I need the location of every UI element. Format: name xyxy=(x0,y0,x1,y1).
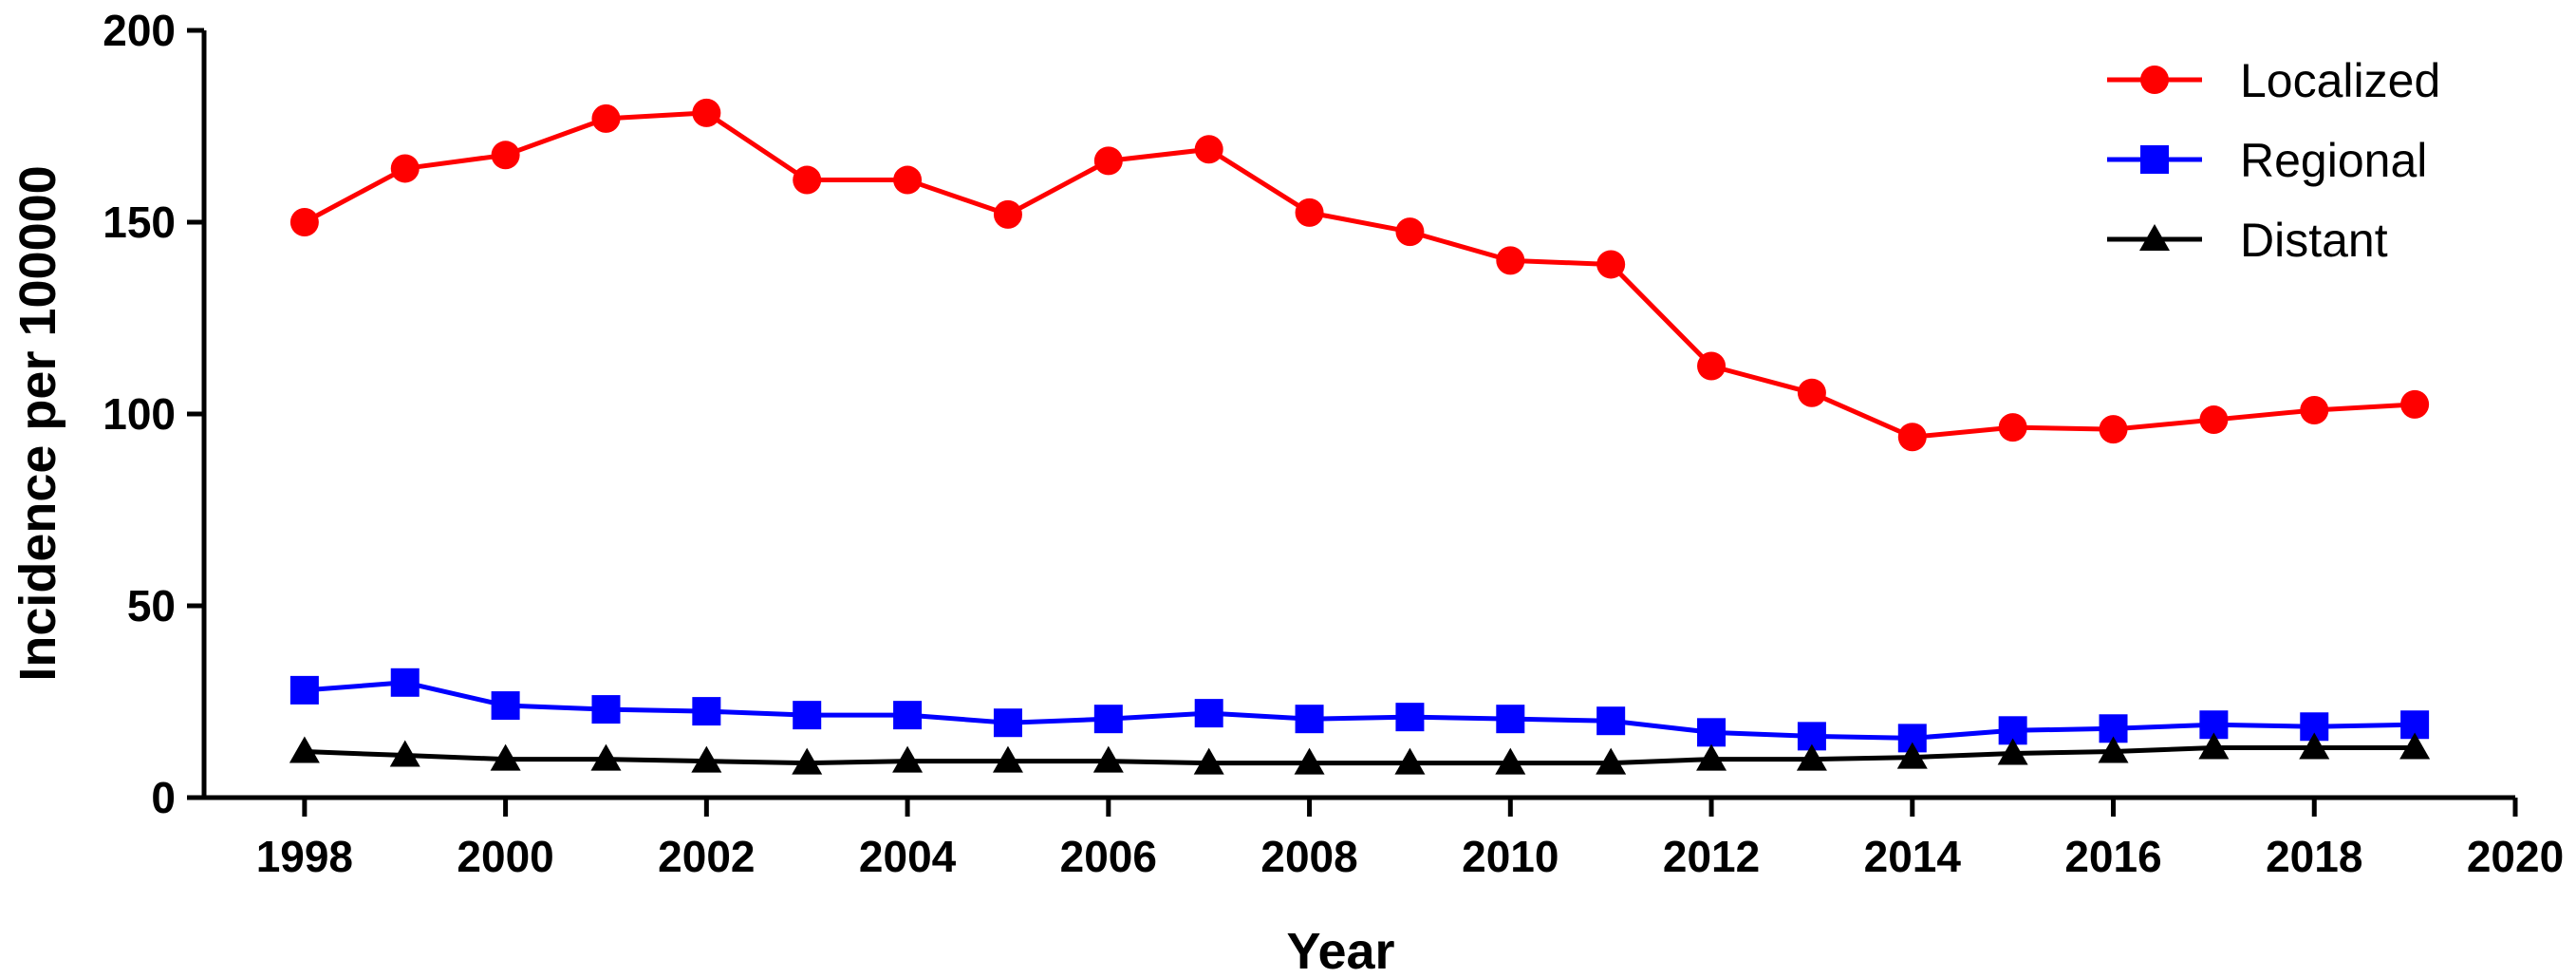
x-axis-title: Year xyxy=(1286,923,1394,978)
data-point-regional xyxy=(1093,705,1123,734)
y-tick-label: 150 xyxy=(103,197,176,247)
data-point-localized xyxy=(793,165,822,195)
data-point-localized xyxy=(2099,415,2128,444)
data-point-localized xyxy=(1295,197,1324,227)
x-tick-label: 2014 xyxy=(1864,832,1962,881)
data-point-distant xyxy=(590,743,622,771)
data-point-distant xyxy=(1896,742,1928,769)
data-point-distant xyxy=(389,740,420,767)
legend-marker xyxy=(2140,66,2169,94)
legend-item-distant: Distant xyxy=(2107,214,2388,267)
data-point-localized xyxy=(2400,389,2430,419)
series-layer xyxy=(289,98,2431,775)
data-point-distant xyxy=(1796,743,1827,771)
legend-label: Localized xyxy=(2240,54,2440,107)
x-tick-label: 2016 xyxy=(2064,832,2161,881)
series-line-distant xyxy=(304,744,2416,766)
x-axis-ticks: 1998 2000 2002 2004 2006 2008 2010 2012 2014 2016… xyxy=(256,798,2564,881)
data-point-localized xyxy=(1496,246,1525,275)
data-point-regional xyxy=(1194,699,1223,728)
data-point-distant xyxy=(289,736,320,763)
y-axis-title: Incidence per 100000 xyxy=(9,165,66,681)
data-point-distant xyxy=(2299,732,2330,760)
legend-item-localized: Localized xyxy=(2107,54,2440,107)
data-point-distant xyxy=(1696,743,1727,771)
data-point-localized xyxy=(1395,217,1425,247)
data-point-distant xyxy=(1997,738,2028,765)
data-point-localized xyxy=(491,141,520,170)
x-tick-label: 2006 xyxy=(1060,832,1157,881)
data-point-regional xyxy=(1295,705,1324,734)
x-tick-label: 2000 xyxy=(457,832,553,881)
x-tick-label: 2008 xyxy=(1260,832,1357,881)
series-regional xyxy=(289,668,2430,753)
data-point-regional xyxy=(289,675,319,705)
x-tick-label: 2012 xyxy=(1663,832,1760,881)
data-point-regional xyxy=(1496,705,1525,734)
data-point-localized xyxy=(1697,351,1727,381)
legend-label: Distant xyxy=(2240,214,2388,267)
data-point-regional xyxy=(390,668,420,697)
y-tick-label: 50 xyxy=(127,581,176,630)
data-point-distant xyxy=(2198,732,2230,760)
series-line-regional xyxy=(304,680,2416,741)
data-point-localized xyxy=(1194,135,1223,164)
data-point-localized xyxy=(2300,395,2329,424)
data-point-localized xyxy=(1596,250,1626,279)
legend: Localized Regional Distant xyxy=(2107,54,2440,267)
data-point-localized xyxy=(390,154,420,183)
data-point-distant xyxy=(992,745,1023,773)
data-point-distant xyxy=(1394,747,1426,775)
data-point-distant xyxy=(792,747,823,775)
x-tick-label: 2002 xyxy=(658,832,755,881)
data-point-localized xyxy=(993,199,1022,229)
x-tick-label: 1998 xyxy=(256,832,353,881)
legend-marker xyxy=(2139,224,2170,251)
data-point-localized xyxy=(2199,405,2229,435)
data-point-distant xyxy=(490,743,521,771)
data-point-regional xyxy=(793,701,822,730)
y-axis-ticks: 0 50 100 150 200 xyxy=(103,6,204,822)
data-point-regional xyxy=(993,708,1022,738)
data-point-regional xyxy=(591,695,621,724)
data-point-distant xyxy=(1193,747,1224,775)
data-point-regional xyxy=(692,697,721,726)
legend-item-regional: Regional xyxy=(2107,134,2427,187)
data-point-localized xyxy=(1897,423,1927,452)
data-point-distant xyxy=(1596,747,1627,775)
data-point-regional xyxy=(1697,718,1727,747)
data-point-regional xyxy=(1596,706,1626,736)
legend-marker xyxy=(2140,145,2169,174)
series-line-localized xyxy=(303,110,2416,440)
y-tick-label: 100 xyxy=(103,389,176,439)
data-point-distant xyxy=(691,745,722,773)
data-point-localized xyxy=(1998,413,2027,442)
data-point-localized xyxy=(591,103,621,133)
data-point-distant xyxy=(2399,732,2431,760)
data-point-distant xyxy=(892,745,924,773)
y-tick-label: 200 xyxy=(103,6,176,55)
x-tick-label: 2018 xyxy=(2266,832,2362,881)
data-point-distant xyxy=(1294,747,1325,775)
data-point-regional xyxy=(1395,703,1425,732)
data-point-distant xyxy=(1495,747,1526,775)
data-point-localized xyxy=(1093,146,1123,176)
data-point-localized xyxy=(1797,378,1826,407)
x-tick-label: 2020 xyxy=(2467,832,2564,881)
data-point-distant xyxy=(2098,736,2129,763)
y-tick-label: 0 xyxy=(151,773,176,822)
data-point-localized xyxy=(289,208,319,236)
data-point-regional xyxy=(491,691,520,721)
data-point-localized xyxy=(692,98,721,127)
data-point-localized xyxy=(893,165,923,195)
data-point-distant xyxy=(1092,745,1124,773)
x-tick-label: 2004 xyxy=(859,832,957,881)
series-localized xyxy=(289,98,2430,452)
legend-label: Regional xyxy=(2240,134,2427,187)
series-distant xyxy=(289,732,2431,775)
data-point-regional xyxy=(893,701,923,730)
x-tick-label: 2010 xyxy=(1462,832,1559,881)
